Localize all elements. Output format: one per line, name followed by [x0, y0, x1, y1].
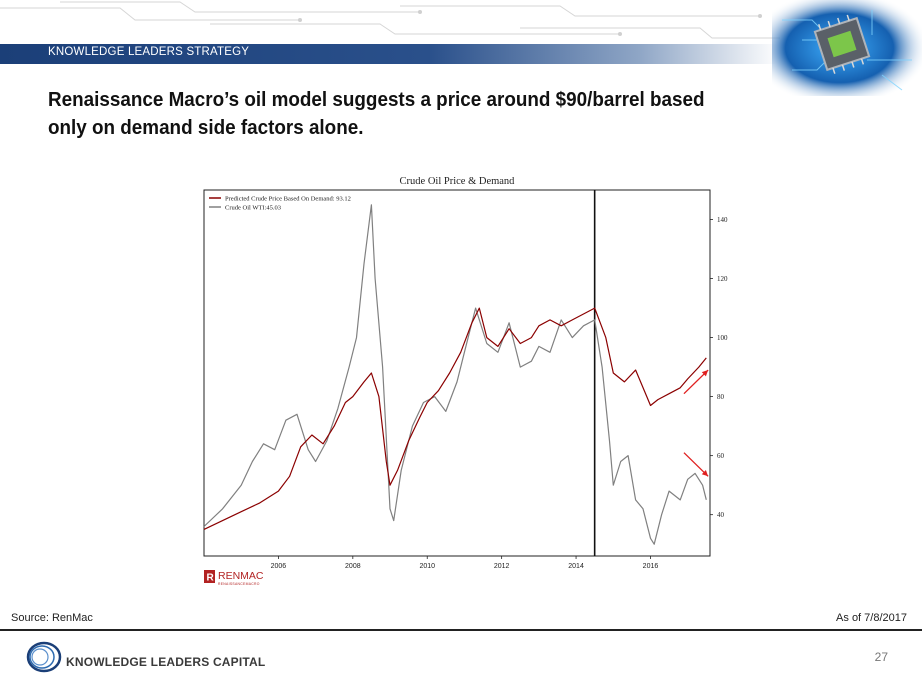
series-layer — [203, 204, 707, 545]
y-tick-label: 120 — [717, 275, 728, 283]
page-number: 27 — [874, 650, 888, 664]
header-banner — [0, 44, 780, 64]
footer-brand: KNOWLEDGE LEADERS CAPITAL — [66, 655, 266, 669]
circuit-decoration — [0, 1, 780, 39]
page-headline: Renaissance Macro’s oil model suggests a… — [48, 88, 705, 139]
series-line-wti — [203, 204, 707, 545]
annotation-arrow-head — [701, 470, 709, 477]
chart-title: Crude Oil Price & Demand — [399, 176, 515, 187]
x-tick-label: 2006 — [271, 563, 287, 570]
renmac-wordmark: RENMAC — [218, 570, 264, 582]
annotation-arrow — [683, 369, 709, 395]
y-tick-label: 60 — [717, 452, 725, 460]
renmac-logo-mark — [204, 570, 215, 583]
x-tick-label: 2016 — [643, 563, 659, 570]
y-tick-label: 100 — [717, 334, 728, 342]
renmac-logo-letter: R — [207, 573, 215, 584]
x-tick-label: 2008 — [345, 563, 361, 570]
series-line-predicted — [203, 307, 707, 530]
x-tick-label: 2012 — [494, 563, 510, 570]
annotation-arrows — [683, 369, 709, 477]
y-tick-label: 140 — [717, 216, 728, 224]
legend-label-wti: Crude Oil WTI:45.03 — [225, 205, 281, 212]
y-tick-label: 80 — [717, 393, 725, 401]
x-tick-label: 2010 — [419, 563, 435, 570]
as-of-date: As of 7/8/2017 — [836, 612, 907, 624]
company-logo-icon — [26, 641, 62, 673]
legend-label-predicted: Predicted Crude Price Based On Demand: 9… — [225, 196, 351, 203]
renmac-logo: R RENMAC RENAISSANCEMACRO — [204, 570, 264, 586]
footer-divider — [0, 629, 922, 631]
y-axis: 40 60 80 100 120 140 — [710, 216, 728, 519]
circuit-chip-icon — [772, 0, 922, 96]
plot-frame — [203, 189, 711, 557]
renmac-subtitle: RENAISSANCEMACRO — [218, 582, 260, 586]
banner-label: KNOWLEDGE LEADERS STRATEGY — [48, 46, 250, 58]
annotation-arrow — [683, 452, 709, 477]
crude-oil-chart: 2006 2008 2010 2012 2014 2016 40 60 80 100 120 140… — [203, 189, 728, 586]
source-note: Source: RenMac — [11, 612, 93, 624]
y-tick-label: 40 — [717, 511, 725, 519]
legend: Predicted Crude Price Based On Demand: 9… — [209, 196, 351, 212]
x-axis: 2006 2008 2010 2012 2014 2016 — [271, 556, 659, 570]
x-tick-label: 2014 — [568, 563, 584, 570]
annotation-arrow-head — [701, 370, 709, 377]
